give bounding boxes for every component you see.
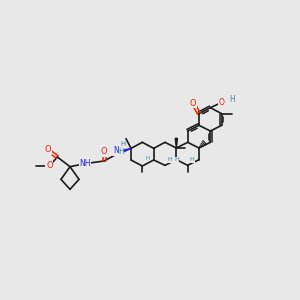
Text: H: H [146,156,150,161]
Polygon shape [120,148,131,153]
Text: O: O [219,98,225,107]
Text: N: N [113,146,118,155]
Text: O: O [190,98,196,107]
Polygon shape [175,138,177,148]
Text: O: O [101,148,107,157]
Text: H: H [174,157,179,162]
Text: H: H [189,157,194,162]
Text: O: O [46,161,52,170]
Text: O: O [44,146,51,154]
Text: H: H [229,95,235,104]
Text: NH: NH [79,159,91,168]
Text: H: H [118,148,124,157]
Text: H: H [120,141,125,147]
Text: H: H [168,157,172,162]
